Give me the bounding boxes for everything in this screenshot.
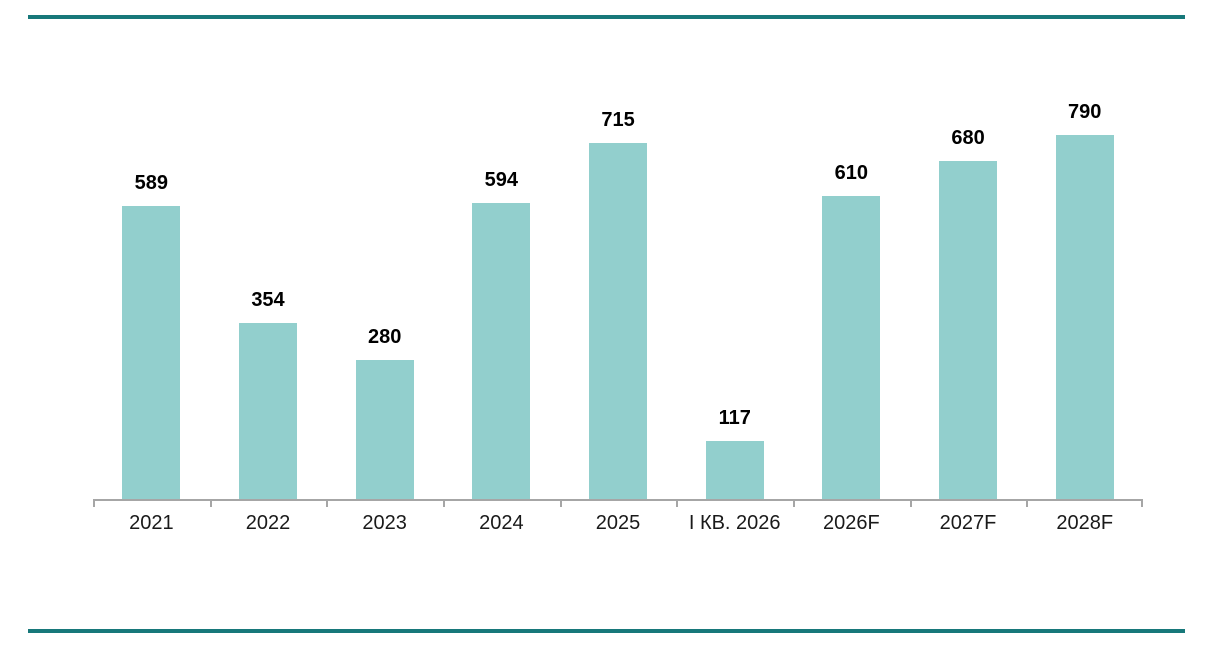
bar-column: 680 bbox=[910, 101, 1027, 499]
x-axis-tick-label: 2027F bbox=[939, 512, 997, 534]
x-axis-tick bbox=[1026, 499, 1028, 507]
bar-column: 790 bbox=[1026, 101, 1143, 499]
bar bbox=[822, 196, 881, 499]
bar-value-label: 594 bbox=[484, 169, 519, 191]
x-axis-tick bbox=[676, 499, 678, 507]
x-axis-tick bbox=[1141, 499, 1143, 507]
x-axis-tick-label: I КВ. 2026 bbox=[688, 512, 781, 534]
bar bbox=[239, 323, 297, 499]
bar bbox=[705, 441, 764, 499]
x-axis-tick-label: 2025 bbox=[595, 512, 641, 534]
bar-column: 117 bbox=[676, 101, 793, 499]
x-axis-tick-label: 2024 bbox=[479, 512, 524, 534]
bar-value-label: 610 bbox=[834, 162, 869, 184]
bar bbox=[472, 203, 531, 499]
bar-column: 610 bbox=[793, 101, 910, 499]
plot-area: 589 354 280 594 715 117 610 680 790 bbox=[93, 101, 1143, 499]
x-axis-tick bbox=[326, 499, 328, 507]
bar-column: 589 bbox=[93, 101, 210, 499]
x-axis-tick-label: 2028F bbox=[1056, 512, 1114, 534]
bar-column: 715 bbox=[560, 101, 677, 499]
bar bbox=[355, 360, 414, 499]
bar-value-label: 117 bbox=[718, 407, 751, 429]
bottom-accent-rule bbox=[28, 629, 1185, 633]
bar-value-label: 680 bbox=[951, 127, 985, 149]
bar-column: 354 bbox=[210, 101, 327, 499]
bar bbox=[589, 143, 648, 499]
x-axis-line bbox=[93, 499, 1143, 501]
bar-value-label: 589 bbox=[134, 172, 169, 194]
x-axis-tick-label: 2023 bbox=[362, 512, 407, 534]
x-axis-tick bbox=[93, 499, 95, 507]
bar-value-label: 715 bbox=[601, 109, 635, 131]
x-axis-tick-label: 2022 bbox=[245, 512, 291, 534]
bar-chart: 589 354 280 594 715 117 610 680 790 2021 2022 2023… bbox=[93, 101, 1143, 561]
x-axis-tick bbox=[443, 499, 445, 507]
top-accent-rule bbox=[28, 15, 1185, 19]
bar-value-label: 790 bbox=[1068, 101, 1102, 123]
x-axis-tick-label: 2026F bbox=[823, 512, 880, 534]
bar-value-label: 280 bbox=[367, 326, 402, 348]
bar bbox=[939, 161, 998, 499]
x-axis-labels-row: 2021 2022 2023 2024 2025 I КВ. 2026 2026F 2027F… bbox=[93, 512, 1143, 535]
x-axis-tick bbox=[793, 499, 795, 507]
bar bbox=[1055, 135, 1114, 499]
x-axis-tick bbox=[560, 499, 562, 507]
bar-value-label: 354 bbox=[251, 289, 285, 311]
x-axis-tick bbox=[910, 499, 912, 507]
bar-column: 594 bbox=[443, 101, 560, 499]
bar-column: 280 bbox=[326, 101, 443, 499]
x-axis-tick bbox=[210, 499, 212, 507]
x-axis-tick-label: 2021 bbox=[129, 512, 174, 534]
bar bbox=[122, 206, 181, 499]
